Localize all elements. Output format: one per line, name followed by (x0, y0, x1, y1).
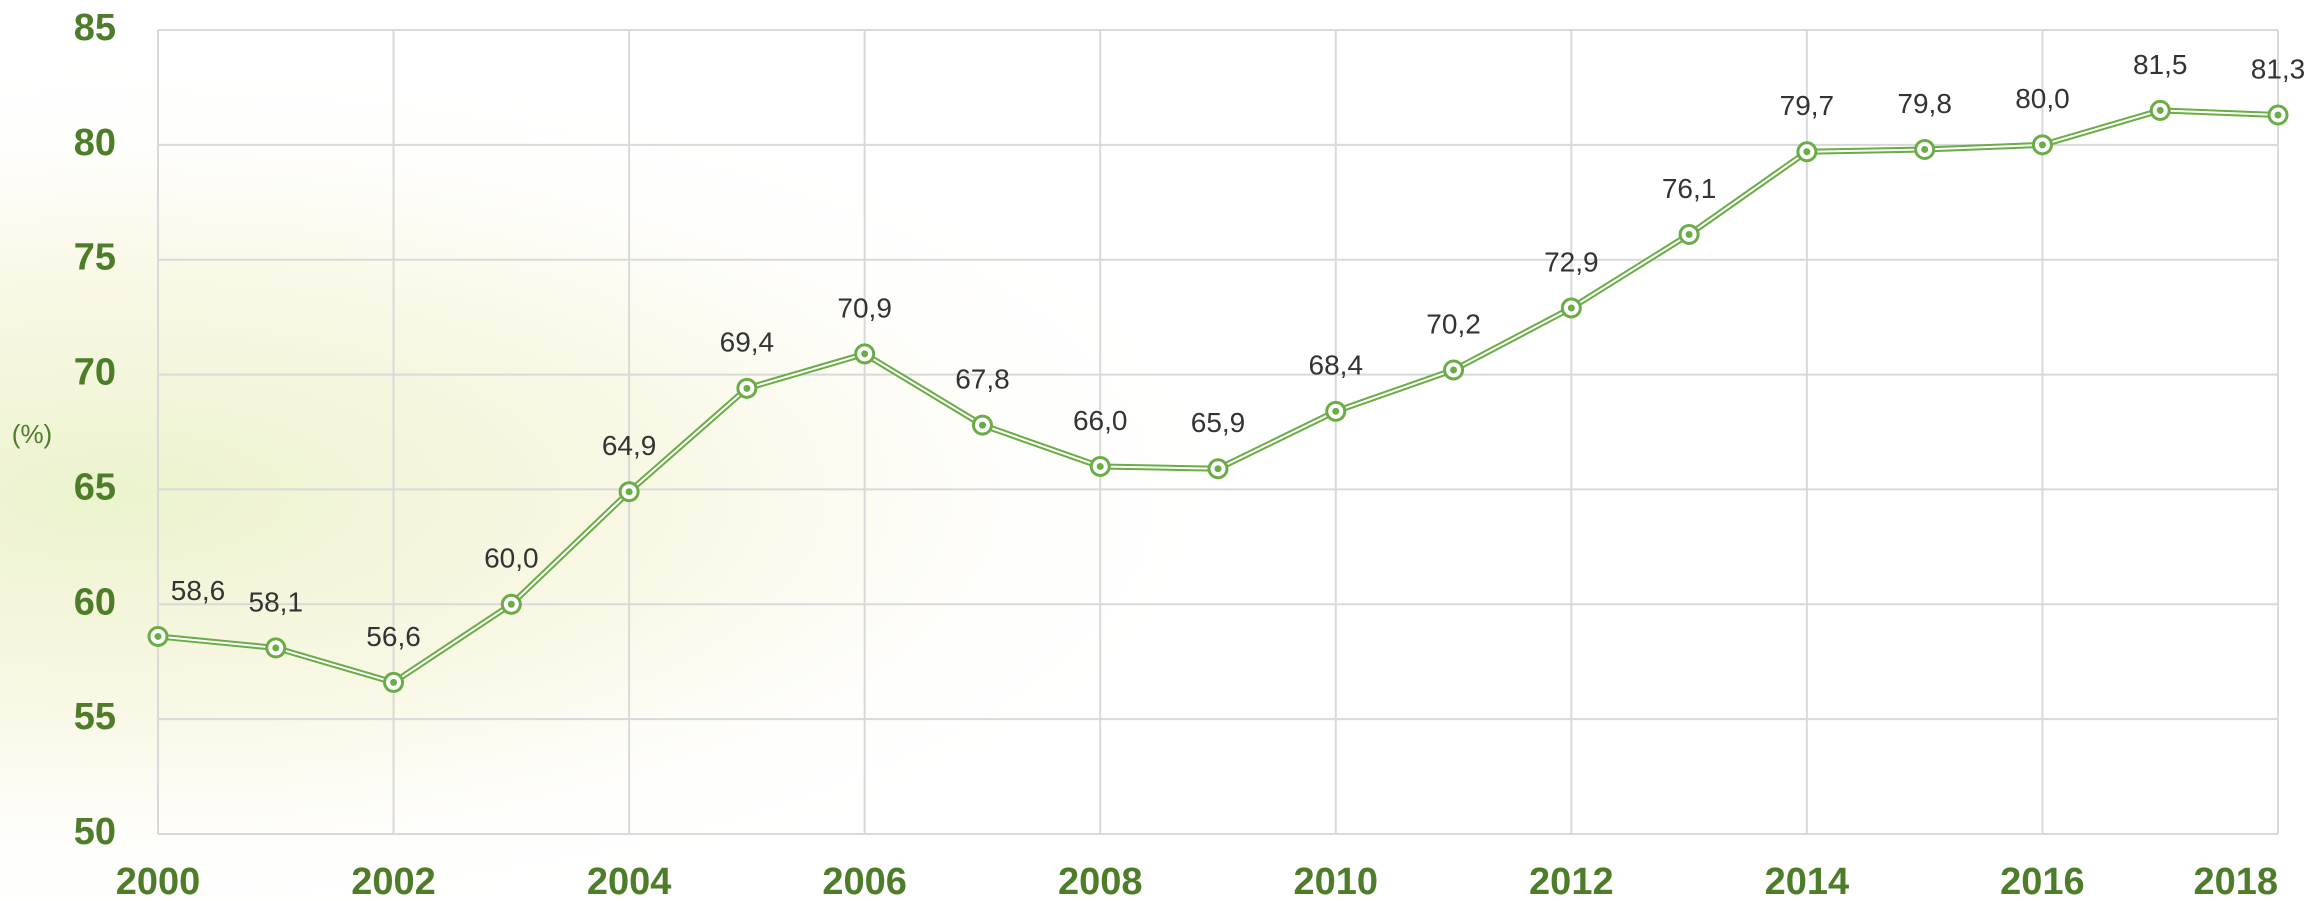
marker-dot (390, 678, 398, 686)
data-label: 79,7 (1780, 90, 1835, 121)
data-label: 81,5 (2133, 49, 2188, 80)
x-tick-label: 2012 (1529, 861, 1614, 901)
y-tick-label: 70 (74, 352, 116, 394)
marker-dot (2038, 141, 2046, 149)
x-tick-label: 2018 (2193, 861, 2278, 901)
x-tick-label: 2000 (116, 861, 201, 901)
data-label: 66,0 (1073, 405, 1128, 436)
data-label: 70,2 (1426, 308, 1481, 339)
marker-dot (1803, 148, 1811, 156)
marker-dot (1921, 145, 1929, 153)
y-tick-label: 65 (74, 466, 116, 508)
y-tick-label: 55 (74, 696, 116, 738)
x-tick-label: 2004 (587, 861, 672, 901)
data-label: 76,1 (1662, 173, 1717, 204)
data-label: 56,6 (366, 621, 421, 652)
marker-dot (1332, 407, 1340, 415)
marker-dot (2156, 106, 2164, 114)
data-label: 80,0 (2015, 83, 2070, 114)
marker-dot (1567, 304, 1575, 312)
data-label: 70,9 (837, 292, 892, 323)
data-label: 58,1 (249, 586, 304, 617)
marker-dot (861, 350, 869, 358)
y-tick-label: 60 (74, 581, 116, 623)
x-tick-label: 2014 (1765, 861, 1850, 901)
x-tick-label: 2010 (1294, 861, 1379, 901)
marker-dot (978, 421, 986, 429)
data-label: 81,3 (2251, 53, 2306, 84)
x-tick-label: 2006 (822, 861, 907, 901)
data-label: 72,9 (1544, 246, 1599, 277)
y-tick-label: 85 (74, 7, 116, 49)
y-axis-label: (%) (12, 419, 52, 449)
data-label: 58,6 (171, 575, 226, 606)
marker-dot (625, 488, 633, 496)
data-label: 65,9 (1191, 407, 1246, 438)
data-label: 68,4 (1309, 350, 1364, 381)
x-tick-label: 2008 (1058, 861, 1143, 901)
marker-dot (1450, 366, 1458, 374)
data-label: 67,8 (955, 363, 1010, 394)
marker-dot (507, 600, 515, 608)
data-label: 79,8 (1897, 88, 1952, 119)
marker-dot (272, 644, 280, 652)
data-label: 69,4 (720, 327, 775, 358)
y-tick-label: 75 (74, 237, 116, 279)
y-tick-label: 50 (74, 811, 116, 853)
y-tick-label: 80 (74, 122, 116, 164)
marker-dot (154, 632, 162, 640)
x-tick-label: 2002 (351, 861, 436, 901)
marker-dot (1096, 462, 1104, 470)
marker-dot (1214, 465, 1222, 473)
marker-dot (743, 384, 751, 392)
x-tick-label: 2016 (2000, 861, 2085, 901)
data-label: 60,0 (484, 543, 539, 574)
marker-dot (2274, 111, 2282, 119)
data-label: 64,9 (602, 430, 657, 461)
marker-dot (1685, 230, 1693, 238)
